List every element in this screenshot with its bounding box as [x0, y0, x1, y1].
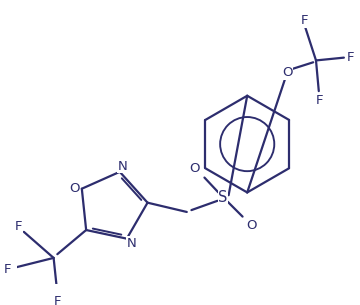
Text: O: O: [189, 162, 199, 175]
Text: S: S: [219, 190, 228, 205]
Text: N: N: [127, 237, 136, 250]
Text: O: O: [247, 219, 257, 232]
Text: F: F: [347, 51, 354, 64]
Text: F: F: [14, 220, 22, 233]
Text: O: O: [282, 66, 292, 79]
Text: F: F: [54, 295, 61, 305]
Text: F: F: [3, 263, 11, 275]
Text: F: F: [301, 14, 309, 27]
Text: N: N: [118, 160, 127, 173]
Text: F: F: [316, 94, 324, 107]
Text: O: O: [69, 182, 80, 195]
